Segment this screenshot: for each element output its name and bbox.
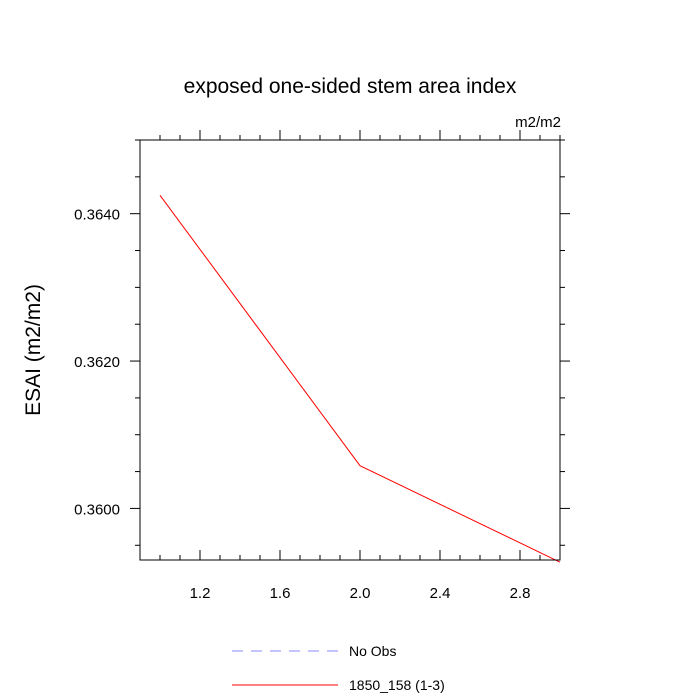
plot-frame xyxy=(139,139,561,561)
y-tick-label: 0.3600 xyxy=(74,501,120,518)
x-tick-label: 2.4 xyxy=(430,585,451,602)
y-tick-label: 0.3640 xyxy=(74,207,120,224)
x-tick-label: 2.8 xyxy=(510,585,531,602)
tick-marks xyxy=(130,130,570,560)
tick-labels: 1.2 1.6 2.0 2.4 2.8 0.3600 0.3620 0.3640 xyxy=(74,207,530,602)
legend-label: No Obs xyxy=(349,643,396,659)
y-tick-label: 0.3620 xyxy=(74,354,120,371)
y-axis-label: ESAI (m2/m2) xyxy=(22,284,45,416)
legend: No Obs 1850_158 (1-3) xyxy=(232,643,445,693)
legend-label: 1850_158 (1-3) xyxy=(349,677,445,693)
x-tick-label: 1.2 xyxy=(190,585,211,602)
chart-title: exposed one-sided stem area index xyxy=(184,75,517,98)
x-tick-label: 1.6 xyxy=(270,585,291,602)
units-label: m2/m2 xyxy=(515,114,561,131)
series-line xyxy=(159,195,561,563)
x-tick-label: 2.0 xyxy=(350,585,371,602)
series-lines xyxy=(159,195,561,563)
